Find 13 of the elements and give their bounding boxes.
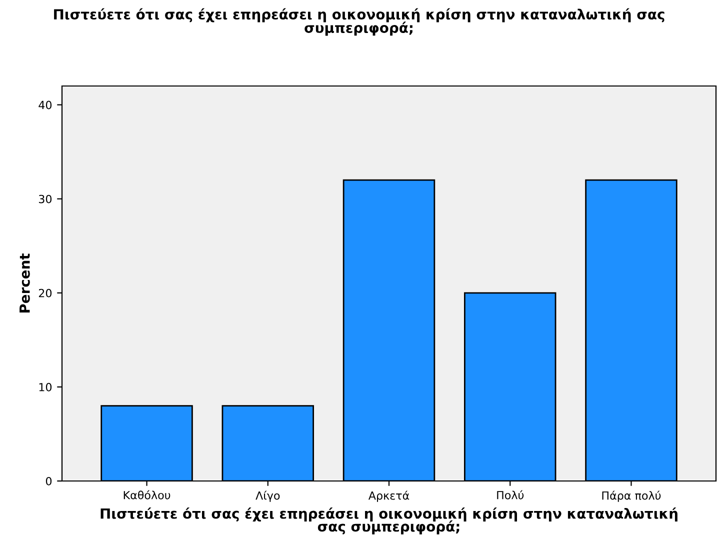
y-tick-label: 30 bbox=[38, 194, 52, 204]
x-tick-label: Πάρα πολύ bbox=[602, 490, 661, 502]
y-tick-label: 40 bbox=[38, 100, 52, 110]
y-tick-label: 20 bbox=[38, 288, 52, 298]
y-axis-title: Percent bbox=[20, 254, 30, 313]
y-tick-label: 10 bbox=[39, 382, 52, 392]
x-tick-label: Καθόλου bbox=[124, 490, 170, 500]
x-tick-label: Λίγο bbox=[256, 490, 280, 502]
y-tick-label: 0 bbox=[46, 476, 52, 486]
chart-title: Πιστεύετε ότι σας έχει επηρεάσει η οικονομική κρίση στην καταναλωτική σας συμπεριφορά; bbox=[54, 8, 664, 36]
x-axis-title: Πιστεύετε ότι σας έχει επηρεάσει η οικονομική κρίση στην καταναλωτική σας συμπεριφορά; bbox=[100, 507, 678, 534]
x-tick-label: Αρκετά bbox=[368, 490, 410, 502]
x-tick-label: Πολύ bbox=[497, 490, 524, 500]
